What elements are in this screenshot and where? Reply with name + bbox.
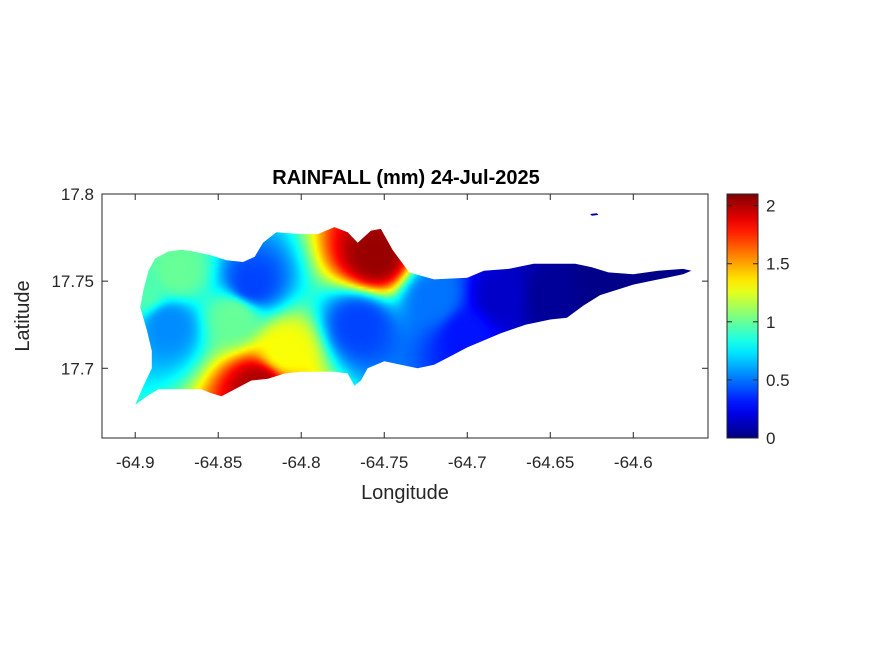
x-axis-label: Longitude [361,482,449,504]
colorbar-gradient [727,194,758,438]
colorbar-tick-label: 1.5 [766,255,790,274]
y-tick-label: 17.7 [61,359,94,378]
colorbar: 0 0.5 1 1.5 2 [726,193,790,448]
y-axis-label: Latitude [12,280,34,351]
y-tick-label: 17.75 [51,272,94,291]
chart-title: RAINFALL (mm) 24-Jul-2025 [272,167,539,189]
colorbar-tick-label: 0 [766,429,775,448]
colorbar-ticks: 0 0.5 1 1.5 2 [727,197,790,448]
x-tick-label: -64.85 [194,453,242,472]
colorbar-frame [726,193,759,439]
x-tick-label: -64.65 [526,453,574,472]
rainfall-heatmap [135,213,692,405]
x-axis-ticks: -64.9 -64.85 -64.8 -64.75 -64.7 -64.65 -64.6 [116,194,653,472]
colorbar-tick-label: 1 [766,313,775,332]
y-axis-ticks: 17.7 17.75 17.8 [51,185,708,378]
plot-area: -64.9 -64.85 -64.8 -64.75 -64.7 -64.65 -64.6 1… [51,185,709,472]
x-tick-label: -64.9 [116,453,155,472]
colorbar-tick-label: 0.5 [766,371,790,390]
y-tick-label: 17.8 [61,185,94,204]
x-tick-label: -64.7 [448,453,487,472]
colorbar-tick-label: 2 [766,197,775,216]
x-tick-label: -64.8 [282,453,321,472]
plot-frame [101,193,709,439]
x-tick-label: -64.6 [614,453,653,472]
x-tick-label: -64.75 [360,453,408,472]
